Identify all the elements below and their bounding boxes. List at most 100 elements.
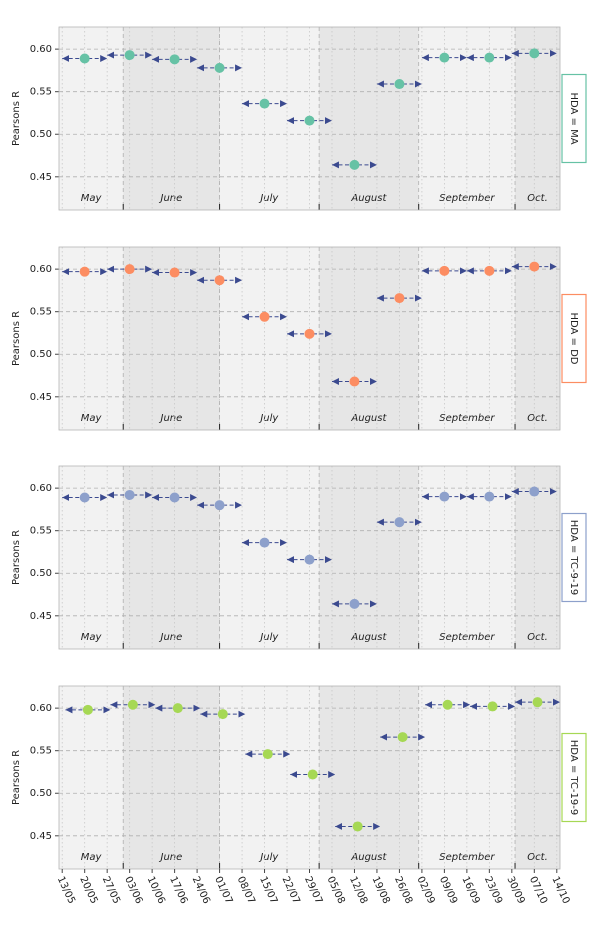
month-label: July bbox=[258, 193, 279, 204]
y-tick-label: 0.50 bbox=[30, 129, 52, 140]
y-tick-label: 0.45 bbox=[30, 172, 52, 183]
y-axis-label: Pearsons R bbox=[11, 750, 22, 805]
plot-frame bbox=[58, 26, 561, 211]
facet-box bbox=[561, 512, 587, 603]
month-label: June bbox=[159, 193, 183, 204]
x-tick-label: 22/07 bbox=[280, 875, 302, 906]
month-band bbox=[418, 686, 516, 869]
y-tick-label: 0.60 bbox=[30, 483, 52, 494]
month-label: July bbox=[258, 632, 279, 643]
month-band bbox=[219, 247, 320, 430]
x-tick-label: 02/09 bbox=[414, 875, 436, 906]
point bbox=[484, 265, 495, 276]
month-band bbox=[123, 27, 220, 210]
month-band bbox=[418, 466, 516, 649]
point bbox=[82, 704, 93, 715]
facet-box bbox=[561, 732, 587, 823]
x-tick-label: 15/07 bbox=[257, 875, 279, 906]
point bbox=[127, 699, 138, 710]
point bbox=[259, 311, 270, 322]
y-tick-label: 0.55 bbox=[30, 307, 52, 318]
point bbox=[394, 517, 405, 528]
point bbox=[169, 492, 180, 503]
month-band bbox=[59, 466, 124, 649]
y-tick-label: 0.45 bbox=[30, 611, 52, 622]
month-band bbox=[123, 466, 220, 649]
x-tick-label: 05/08 bbox=[325, 875, 347, 906]
month-band bbox=[59, 686, 124, 869]
x-tick-label: 16/09 bbox=[459, 875, 481, 906]
point bbox=[169, 54, 180, 65]
point bbox=[169, 267, 180, 278]
point bbox=[349, 598, 360, 609]
month-label: June bbox=[159, 852, 183, 863]
x-tick-label: 10/06 bbox=[145, 875, 167, 906]
x-tick-label: 12/08 bbox=[347, 875, 369, 906]
point bbox=[172, 703, 183, 714]
x-tick-label: 24/06 bbox=[190, 875, 212, 906]
point bbox=[532, 697, 543, 708]
point bbox=[124, 489, 135, 500]
month-label: August bbox=[350, 852, 387, 863]
x-tick-label: 26/08 bbox=[392, 875, 414, 906]
facet-box bbox=[561, 73, 587, 164]
point bbox=[397, 732, 408, 743]
plot-frame bbox=[58, 246, 561, 431]
x-tick-label: 01/07 bbox=[212, 875, 234, 906]
point bbox=[349, 376, 360, 387]
month-band bbox=[418, 247, 516, 430]
point bbox=[79, 492, 90, 503]
month-label: August bbox=[350, 632, 387, 643]
month-label: Oct. bbox=[527, 852, 547, 863]
point bbox=[304, 554, 315, 565]
point bbox=[262, 749, 273, 760]
x-tick-label: 13/05 bbox=[55, 875, 77, 906]
point bbox=[214, 275, 225, 286]
month-label: September bbox=[439, 852, 495, 863]
y-tick-label: 0.50 bbox=[30, 568, 52, 579]
facet-box bbox=[561, 293, 587, 384]
point bbox=[349, 159, 360, 170]
point bbox=[529, 261, 540, 272]
point bbox=[124, 264, 135, 275]
y-tick-label: 0.60 bbox=[30, 44, 52, 55]
point bbox=[304, 115, 315, 126]
point bbox=[259, 537, 270, 548]
y-axis-label: Pearsons R bbox=[11, 311, 22, 366]
y-tick-label: 0.60 bbox=[30, 264, 52, 275]
facet-label: HDA = TC-9-19 bbox=[568, 520, 579, 595]
month-band bbox=[418, 27, 516, 210]
month-label: July bbox=[258, 852, 279, 863]
facet-label: HDA = TC-19-9 bbox=[568, 740, 579, 815]
month-band bbox=[515, 686, 560, 869]
month-band bbox=[59, 27, 124, 210]
point bbox=[484, 52, 495, 63]
month-band bbox=[319, 466, 419, 649]
x-tick-label: 29/07 bbox=[302, 875, 324, 906]
x-tick-label: 30/09 bbox=[504, 875, 526, 906]
month-band bbox=[123, 686, 220, 869]
point bbox=[259, 98, 270, 109]
point bbox=[307, 769, 318, 780]
point bbox=[217, 709, 228, 720]
point bbox=[439, 265, 450, 276]
y-tick-label: 0.55 bbox=[30, 746, 52, 757]
month-label: June bbox=[159, 632, 183, 643]
point bbox=[214, 62, 225, 73]
month-band bbox=[219, 466, 320, 649]
point bbox=[487, 701, 498, 712]
month-band bbox=[219, 686, 320, 869]
month-label: May bbox=[81, 632, 103, 643]
point bbox=[79, 266, 90, 277]
x-tick-label: 09/09 bbox=[437, 875, 459, 906]
x-tick-label: 07/10 bbox=[527, 875, 549, 906]
month-label: June bbox=[159, 413, 183, 424]
point bbox=[439, 52, 450, 63]
point bbox=[124, 50, 135, 61]
month-label: September bbox=[439, 193, 495, 204]
y-tick-label: 0.60 bbox=[30, 703, 52, 714]
month-label: May bbox=[81, 193, 103, 204]
plot-frame bbox=[58, 465, 561, 650]
month-label: September bbox=[439, 413, 495, 424]
